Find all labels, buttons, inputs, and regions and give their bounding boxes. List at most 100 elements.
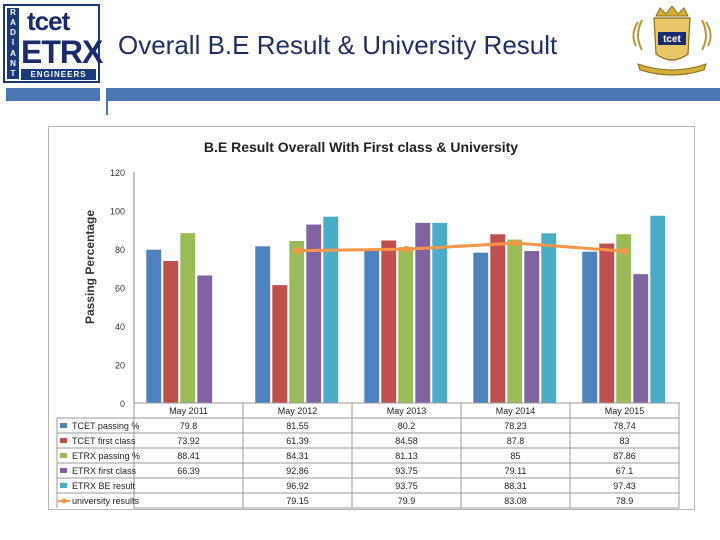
crest-label: tcet <box>663 34 681 45</box>
legend-key-1 <box>60 438 67 443</box>
bar-4-3 <box>540 232 557 404</box>
data-table-cell: 80.2 <box>398 421 416 431</box>
bar-0-2 <box>363 248 380 404</box>
legend-key-2 <box>60 453 67 458</box>
bar-4-4 <box>649 215 666 404</box>
data-table-cell: 73.92 <box>177 436 200 446</box>
bar-0-1 <box>254 245 271 404</box>
y-tick-label: 120 <box>110 168 125 178</box>
data-table-cell: 83.08 <box>504 496 527 506</box>
logo-radiant-letter: R <box>10 8 16 18</box>
bar-2-3 <box>506 239 523 404</box>
bar-0-4 <box>581 251 598 404</box>
data-table-cell: 78.74 <box>613 421 636 431</box>
university-results-point <box>403 245 410 253</box>
data-table-cell: 88.31 <box>504 481 527 491</box>
data-table-cell: 81.13 <box>395 451 418 461</box>
y-axis-label: Passing Percentage <box>83 210 97 324</box>
bar-3-0 <box>196 274 213 404</box>
legend-key-marker <box>61 498 67 504</box>
bar-3-3 <box>523 250 540 404</box>
x-category-label: May 2014 <box>496 406 536 416</box>
data-table-cell: 88.41 <box>177 451 200 461</box>
logo-radiant-letter: A <box>10 18 16 28</box>
legend-label: TCET first class <box>72 436 136 446</box>
legend-label: ETRX passing % <box>72 451 140 461</box>
bar-1-4 <box>598 242 615 404</box>
logo-radiant-letter: I <box>11 38 15 48</box>
data-table-cell: 79.8 <box>180 421 198 431</box>
y-tick-label: 0 <box>120 399 125 409</box>
chart-title: B.E Result Overall With First class & Un… <box>204 139 518 155</box>
data-table-cell: 87.8 <box>507 436 525 446</box>
logo-tcet-text: tcet <box>27 6 70 36</box>
bar-2-0 <box>179 232 196 404</box>
data-table-cell: 84.58 <box>395 436 418 446</box>
data-table-cell: 93.75 <box>395 481 418 491</box>
university-results-line <box>297 241 625 253</box>
data-table-cell: 81.55 <box>286 421 309 431</box>
data-table-cell: 61.39 <box>286 436 309 446</box>
data-table-cell: 67.1 <box>616 466 634 476</box>
y-tick-label: 100 <box>110 207 125 217</box>
bar-1-3 <box>489 233 506 404</box>
data-table-cell: 97.43 <box>613 481 636 491</box>
y-tick-label: 40 <box>115 322 125 332</box>
header-accent-bar <box>106 88 720 101</box>
data-table-cell: 96.92 <box>286 481 309 491</box>
logo-etrx-text: ETRX <box>21 34 103 70</box>
bar-0-0 <box>145 249 162 404</box>
bar-3-4 <box>632 273 649 404</box>
data-table-cell: 66.39 <box>177 466 200 476</box>
y-tick-label: 80 <box>115 245 125 255</box>
legend-key-3 <box>60 468 67 473</box>
bar-2-1 <box>288 240 305 404</box>
logo-engineers-text: ENGINEERS <box>21 69 96 80</box>
bar-2-4 <box>615 233 632 404</box>
data-table-cell: 79.11 <box>505 466 527 476</box>
university-results-point <box>621 247 628 255</box>
bar-1-1 <box>271 284 288 404</box>
y-tick-label: 60 <box>115 284 125 294</box>
legend-key-0 <box>60 423 67 428</box>
bar-4-1 <box>322 216 339 404</box>
data-table-cell: 87.86 <box>613 451 636 461</box>
data-table-cell: 84.31 <box>286 451 309 461</box>
x-category-label: May 2015 <box>605 406 645 416</box>
logo-radiant-letter: T <box>10 68 16 78</box>
university-results-point <box>512 239 519 247</box>
bar-1-0 <box>162 260 179 404</box>
chart-frame: B.E Result Overall With First class & Un… <box>48 126 695 510</box>
university-results-point <box>294 247 301 255</box>
bar-2-2 <box>397 246 414 404</box>
data-table-border <box>133 402 680 509</box>
data-table-cell: 78.23 <box>504 421 527 431</box>
bar-0-3 <box>472 252 489 404</box>
legend-label: TCET passing % <box>72 421 139 431</box>
college-crest-icon: tcet <box>632 6 712 76</box>
bar-chart: B.E Result Overall With First class & Un… <box>56 139 680 509</box>
data-table-cell: 83 <box>619 436 629 446</box>
legend-label: ETRX first class <box>72 466 137 476</box>
header-accent-divider <box>106 101 108 115</box>
data-table-cell: 85 <box>510 451 520 461</box>
data-table-cell: 78.9 <box>616 496 634 506</box>
header-accent-bar-left <box>6 88 100 101</box>
x-category-label: May 2012 <box>278 406 318 416</box>
bar-4-2 <box>431 222 448 404</box>
x-category-label: May 2011 <box>169 406 208 416</box>
y-tick-label: 20 <box>115 361 125 371</box>
legend-key-4 <box>60 483 67 488</box>
data-table-cell: 92.86 <box>286 466 309 476</box>
page-title: Overall B.E Result & University Result <box>118 30 558 60</box>
legend-label: ETRX BE result <box>72 481 136 491</box>
data-table-cell: 79.15 <box>286 496 309 506</box>
data-table-cell: 93.75 <box>395 466 418 476</box>
x-category-label: May 2013 <box>387 406 427 416</box>
logo-radiant-letter: A <box>10 48 16 58</box>
bar-1-2 <box>380 239 397 404</box>
data-table-cell: 79.9 <box>398 496 416 506</box>
logo-radiant-letter: N <box>10 58 16 68</box>
